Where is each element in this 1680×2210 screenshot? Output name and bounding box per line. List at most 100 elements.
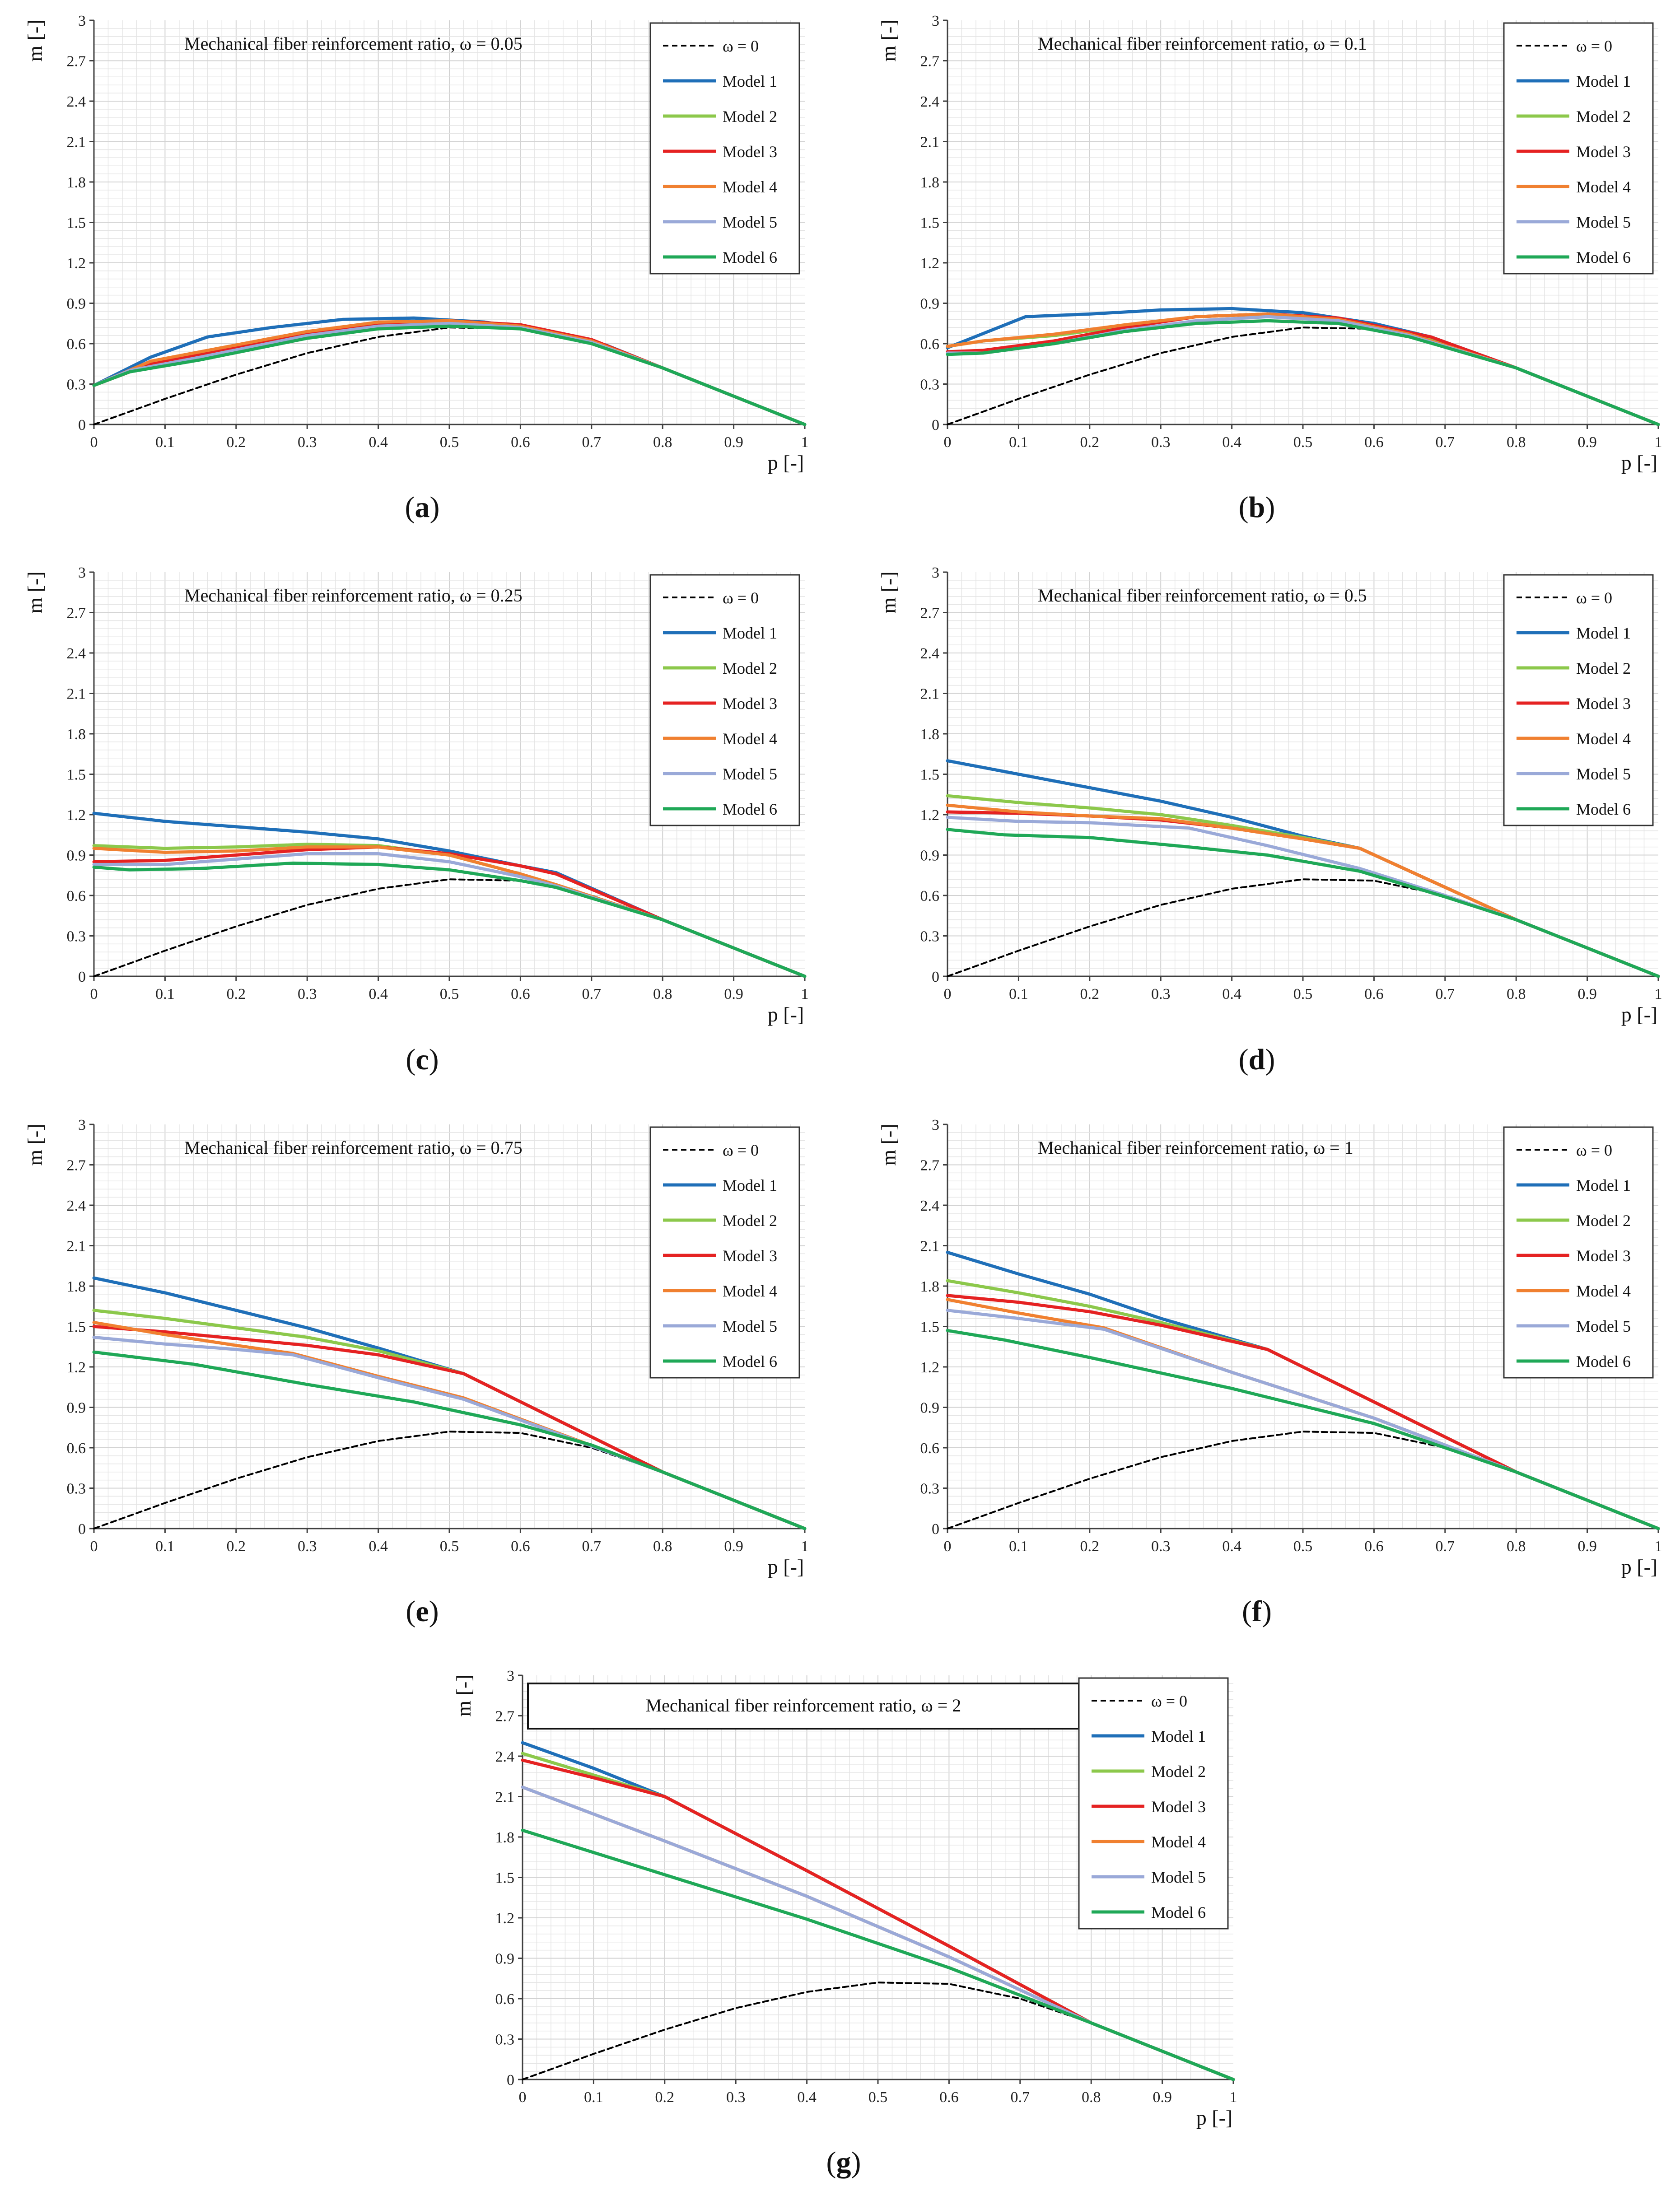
x-tick-label: 1 — [801, 1538, 809, 1555]
y-tick-label: 0.9 — [920, 848, 940, 864]
x-tick-label: 1 — [1655, 986, 1662, 1002]
legend-box — [649, 22, 800, 275]
y-tick-label: 1.2 — [67, 807, 86, 824]
legend-box — [1503, 1126, 1654, 1379]
x-tick-label: 0.6 — [939, 2089, 959, 2106]
y-tick-label: 0.6 — [920, 888, 940, 905]
series-line-model-6 — [521, 1828, 1235, 2081]
legend-label: Model 4 — [723, 1282, 777, 1300]
y-tick-label: 2.7 — [67, 605, 86, 622]
y-tick-label: 2.7 — [495, 1708, 515, 1725]
legend-label: Model 4 — [1576, 178, 1631, 196]
legend-label: Model 4 — [723, 178, 777, 196]
legend-label: Model 2 — [1151, 1762, 1206, 1781]
legend: ω = 0 Model 1 Model 2 Model 3 Model 4 Model 5… — [1503, 574, 1654, 826]
x-tick-label: 0.6 — [1364, 986, 1384, 1002]
x-tick-label: 0.1 — [1009, 434, 1028, 451]
x-tick-label: 0.1 — [1009, 986, 1028, 1002]
x-tick-label: 0.9 — [1577, 1538, 1597, 1555]
legend-label: Model 2 — [723, 1212, 777, 1230]
y-tick-label: 3 — [78, 1117, 86, 1133]
y-tick-label: 2.7 — [67, 1157, 86, 1174]
y-tick-label: 1.8 — [920, 1278, 940, 1295]
y-tick-label: 2.4 — [920, 645, 940, 662]
legend-label: ω = 0 — [1576, 1141, 1612, 1159]
y-tick-label: 0 — [932, 969, 939, 985]
legend-label: Model 2 — [723, 107, 777, 126]
legend-box — [649, 1126, 800, 1379]
series-line-model-6 — [946, 1329, 1660, 1530]
x-tick-label: 0.5 — [440, 986, 459, 1002]
y-tick-label: 0.6 — [67, 1440, 86, 1457]
y-axis-label: m [-] — [877, 571, 900, 613]
chart-title: Mechanical fiber reinforcement ratio, ω … — [184, 585, 523, 606]
legend: ω = 0 Model 1 Model 2 Model 3 Model 4 Model 5… — [1503, 22, 1654, 275]
y-tick-label: 1.5 — [67, 215, 86, 232]
x-tick-label: 0.9 — [724, 1538, 743, 1555]
y-tick-label: 3 — [78, 13, 86, 29]
y-tick-label: 0 — [78, 417, 86, 434]
y-tick-label: 0.6 — [67, 888, 86, 905]
x-tick-label: 0.5 — [440, 1538, 459, 1555]
legend: ω = 0 Model 1 Model 2 Model 3 Model 4 Model 5… — [649, 574, 800, 826]
chart-panel: 0 0.3 0.6 0.9 1.2 1.5 1.8 2.1 2.4 2.7 3 0 0.1 0.2 0.3 0… — [877, 564, 1662, 1076]
chart-panel: 0 0.3 0.6 0.9 1.2 1.5 1.8 2.1 2.4 2.7 3 0 0.1 0.2 0.3 0… — [23, 564, 809, 1076]
y-tick-label: 2.1 — [920, 1238, 940, 1255]
y-tick-label: 0.6 — [920, 336, 940, 353]
legend-label: Model 5 — [1576, 765, 1631, 783]
x-tick-label: 0.3 — [298, 434, 317, 451]
y-tick-label: 1.5 — [920, 215, 940, 232]
x-tick-label: 0.4 — [369, 434, 388, 451]
legend-label: Model 1 — [723, 624, 777, 642]
panel-label: (d) — [1239, 1043, 1275, 1076]
y-tick-label: 2.1 — [920, 686, 940, 703]
x-tick-label: 0.6 — [511, 434, 530, 451]
chart-title: Mechanical fiber reinforcement ratio, ω … — [1038, 33, 1367, 54]
x-tick-label: 0.3 — [1151, 1538, 1171, 1555]
x-tick-label: 0.8 — [1507, 434, 1526, 451]
x-tick-label: 0.5 — [1293, 986, 1313, 1002]
y-axis-label: m [-] — [23, 1124, 47, 1166]
x-tick-label: 0.6 — [1364, 434, 1384, 451]
x-tick-label: 0 — [90, 434, 98, 451]
legend-box — [649, 574, 800, 826]
x-tick-label: 0.3 — [298, 1538, 317, 1555]
legend-box — [1503, 574, 1654, 826]
legend-label: Model 2 — [723, 659, 777, 677]
legend-label: Model 1 — [723, 72, 777, 90]
y-tick-label: 2.4 — [67, 645, 86, 662]
x-tick-label: 0.1 — [584, 2089, 603, 2106]
chart-panel: 0 0.3 0.6 0.9 1.2 1.5 1.8 2.1 2.4 2.7 3 0 0.1 0.2 0.3 0… — [452, 1668, 1237, 2179]
y-tick-label: 2.1 — [67, 1238, 86, 1255]
chart-panel: 0 0.3 0.6 0.9 1.2 1.5 1.8 2.1 2.4 2.7 3 0 0.1 0.2 0.3 0… — [877, 13, 1662, 524]
y-tick-label: 2.4 — [67, 1198, 86, 1214]
y-tick-label: 2.4 — [67, 93, 86, 110]
x-tick-label: 0.7 — [582, 986, 602, 1002]
x-tick-label: 1 — [801, 986, 809, 1002]
y-tick-label: 0 — [78, 969, 86, 985]
x-tick-label: 0.2 — [655, 2089, 675, 2106]
y-axis-label: m [-] — [23, 19, 47, 61]
legend-label: Model 5 — [1576, 213, 1631, 231]
legend-label: ω = 0 — [723, 589, 759, 607]
legend: ω = 0 Model 1 Model 2 Model 3 Model 4 Model 5… — [649, 22, 800, 275]
legend: ω = 0 Model 1 Model 2 Model 3 Model 4 Model 5… — [649, 1126, 800, 1379]
y-tick-label: 2.1 — [495, 1789, 515, 1806]
x-tick-label: 0.3 — [1151, 986, 1171, 1002]
x-tick-label: 0.8 — [1082, 2089, 1101, 2106]
x-tick-label: 0.8 — [653, 986, 672, 1002]
series-line-model-6 — [92, 861, 807, 978]
legend-label: Model 3 — [723, 143, 777, 161]
x-tick-label: 0.2 — [1080, 434, 1100, 451]
x-tick-label: 0.1 — [155, 986, 175, 1002]
x-axis-label: p [-] — [1621, 1003, 1657, 1026]
x-tick-label: 1 — [801, 434, 809, 451]
y-tick-label: 0 — [507, 2072, 514, 2089]
y-tick-label: 1.2 — [920, 1359, 940, 1376]
x-tick-label: 0.4 — [797, 2089, 817, 2106]
x-axis-label: p [-] — [1196, 2106, 1232, 2129]
x-tick-label: 0.1 — [155, 1538, 175, 1555]
legend-label: Model 2 — [1576, 107, 1631, 126]
x-tick-label: 0 — [944, 434, 952, 451]
